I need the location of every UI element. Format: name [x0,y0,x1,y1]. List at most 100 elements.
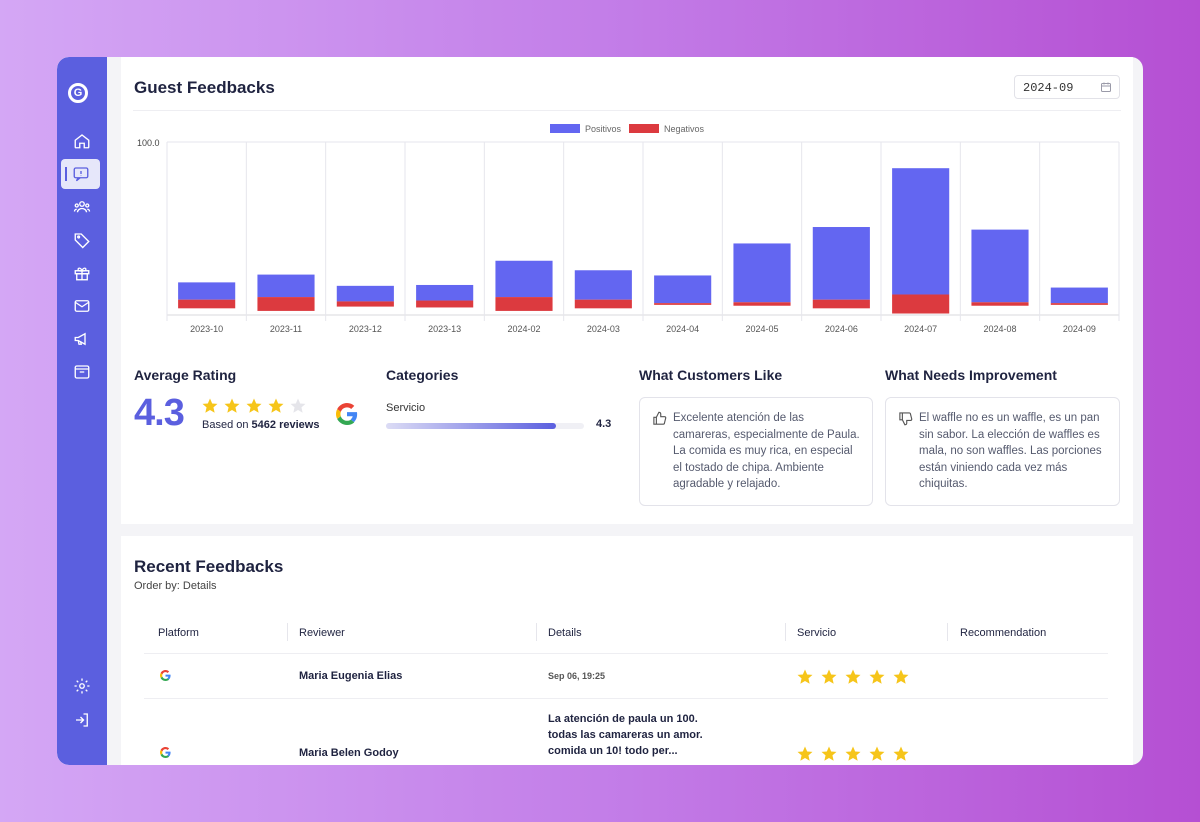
logout-icon[interactable] [57,705,107,735]
header-divider [133,110,1121,111]
category-label: Servicio [386,402,426,414]
order-by-label[interactable]: Order by: Details [134,580,217,592]
feedback-icon[interactable] [61,159,100,189]
likes-box: Excelente atención de las camareras, esp… [639,397,873,506]
legend-label: Negativos [664,124,705,134]
star-filled-icon [845,669,861,684]
google-icon [160,670,171,681]
bar-negativos [495,297,553,311]
bar-negativos [733,302,791,306]
column-reviewer[interactable]: Reviewer [299,627,345,639]
feedback-bar-chart: Positivos Negativos 100.0 2023-10 2023-11 202… [137,124,1120,334]
review-details[interactable]: La atención de paula un 100. todas las c… [548,713,703,757]
likes-text: Excelente atención de las camareras, esp… [673,412,860,490]
brand-logo-icon[interactable]: G [68,83,88,103]
star-filled-icon [246,398,262,413]
x-tick-label: 2024-02 [507,324,540,334]
mail-icon[interactable] [57,291,107,321]
based-on-text: Based on 5462 reviews [202,419,319,431]
bar-positivos [336,285,394,302]
thumbs-up-icon [653,411,667,425]
legend-label: Positivos [585,124,622,134]
legend-swatch [550,124,580,133]
bar-positivos [257,274,315,298]
bar-positivos [1050,287,1108,304]
row-rating-stars [796,668,910,686]
star-filled-icon [869,669,885,684]
star-filled-icon [821,746,837,761]
guest-feedbacks-card: Guest Feedbacks 2024-09 Positivos Negativ… [121,57,1133,524]
tag-icon[interactable] [57,225,107,255]
x-tick-label: 2024-09 [1063,324,1096,334]
month-picker-value: 2024-09 [1023,81,1074,95]
category-value: 4.3 [596,418,612,430]
category-progress-fill [386,423,557,429]
active-indicator [65,167,67,181]
bar-negativos [892,294,950,314]
bar-positivos [892,168,950,295]
megaphone-icon[interactable] [57,324,107,354]
bar-negativos [654,303,712,305]
review-count: 5462 reviews [251,419,320,431]
bar-negativos [971,302,1029,306]
x-tick-label: 2024-08 [983,324,1016,334]
star-filled-icon [224,398,240,413]
gift-icon[interactable] [57,258,107,288]
x-tick-label: 2024-04 [666,324,699,334]
star-filled-icon [268,398,284,413]
settings-icon[interactable] [57,671,107,701]
bar-positivos [574,270,632,300]
bar-positivos [812,227,870,300]
likes-heading: What Customers Like [639,367,783,383]
users-icon[interactable] [57,192,107,222]
bar-positivos [733,243,791,303]
categories-heading: Categories [386,367,459,383]
x-tick-label: 2023-10 [190,324,223,334]
star-empty-icon [290,398,306,413]
bar-negativos [178,299,236,309]
thumbs-down-icon [899,412,913,426]
column-recommendation[interactable]: Recommendation [960,627,1047,639]
column-details[interactable]: Details [548,627,582,639]
reviewer-name: Maria Eugenia Elias [299,670,403,682]
month-picker-input[interactable]: 2024-09 [1014,75,1120,99]
calendar-icon[interactable] [1100,81,1112,93]
reviewer-name: Maria Belen Godoy [299,747,399,759]
column-platform[interactable]: Platform [158,627,199,639]
google-icon [336,403,358,425]
star-filled-icon [202,398,218,413]
app-window: G Guest [57,57,1143,765]
column-separator [287,623,288,641]
bar-negativos [336,301,394,307]
google-icon [160,747,171,758]
star-filled-icon [845,746,861,761]
review-details[interactable]: Sep 06, 19:25 [548,671,606,681]
category-progress-bar [386,423,584,429]
based-on-prefix: Based on [202,419,249,431]
star-filled-icon [797,746,813,761]
row-divider [144,653,1108,654]
inbox-icon[interactable] [57,357,107,387]
home-icon[interactable] [57,126,107,156]
column-separator [947,623,948,641]
star-filled-icon [893,746,909,761]
legend-swatch [629,124,659,133]
bar-negativos [1050,303,1108,305]
bar-positivos [416,284,474,301]
column-servicio[interactable]: Servicio [797,627,837,639]
improvement-box: El waffle no es un waffle, es un pan sin… [885,397,1120,506]
x-tick-label: 2024-06 [825,324,858,334]
y-tick-label: 100.0 [137,138,160,148]
page-title: Guest Feedbacks [134,78,275,97]
star-filled-icon [869,746,885,761]
star-filled-icon [893,669,909,684]
bar-positivos [971,229,1029,303]
bar-negativos [416,300,474,308]
row-rating-stars [796,745,910,763]
sidebar: G [57,57,107,765]
x-tick-label: 2023-12 [349,324,382,334]
recent-feedbacks-title: Recent Feedbacks [134,557,284,576]
average-rating-heading: Average Rating [134,367,237,383]
column-separator [536,623,537,641]
average-rating-value: 4.3 [134,392,185,434]
